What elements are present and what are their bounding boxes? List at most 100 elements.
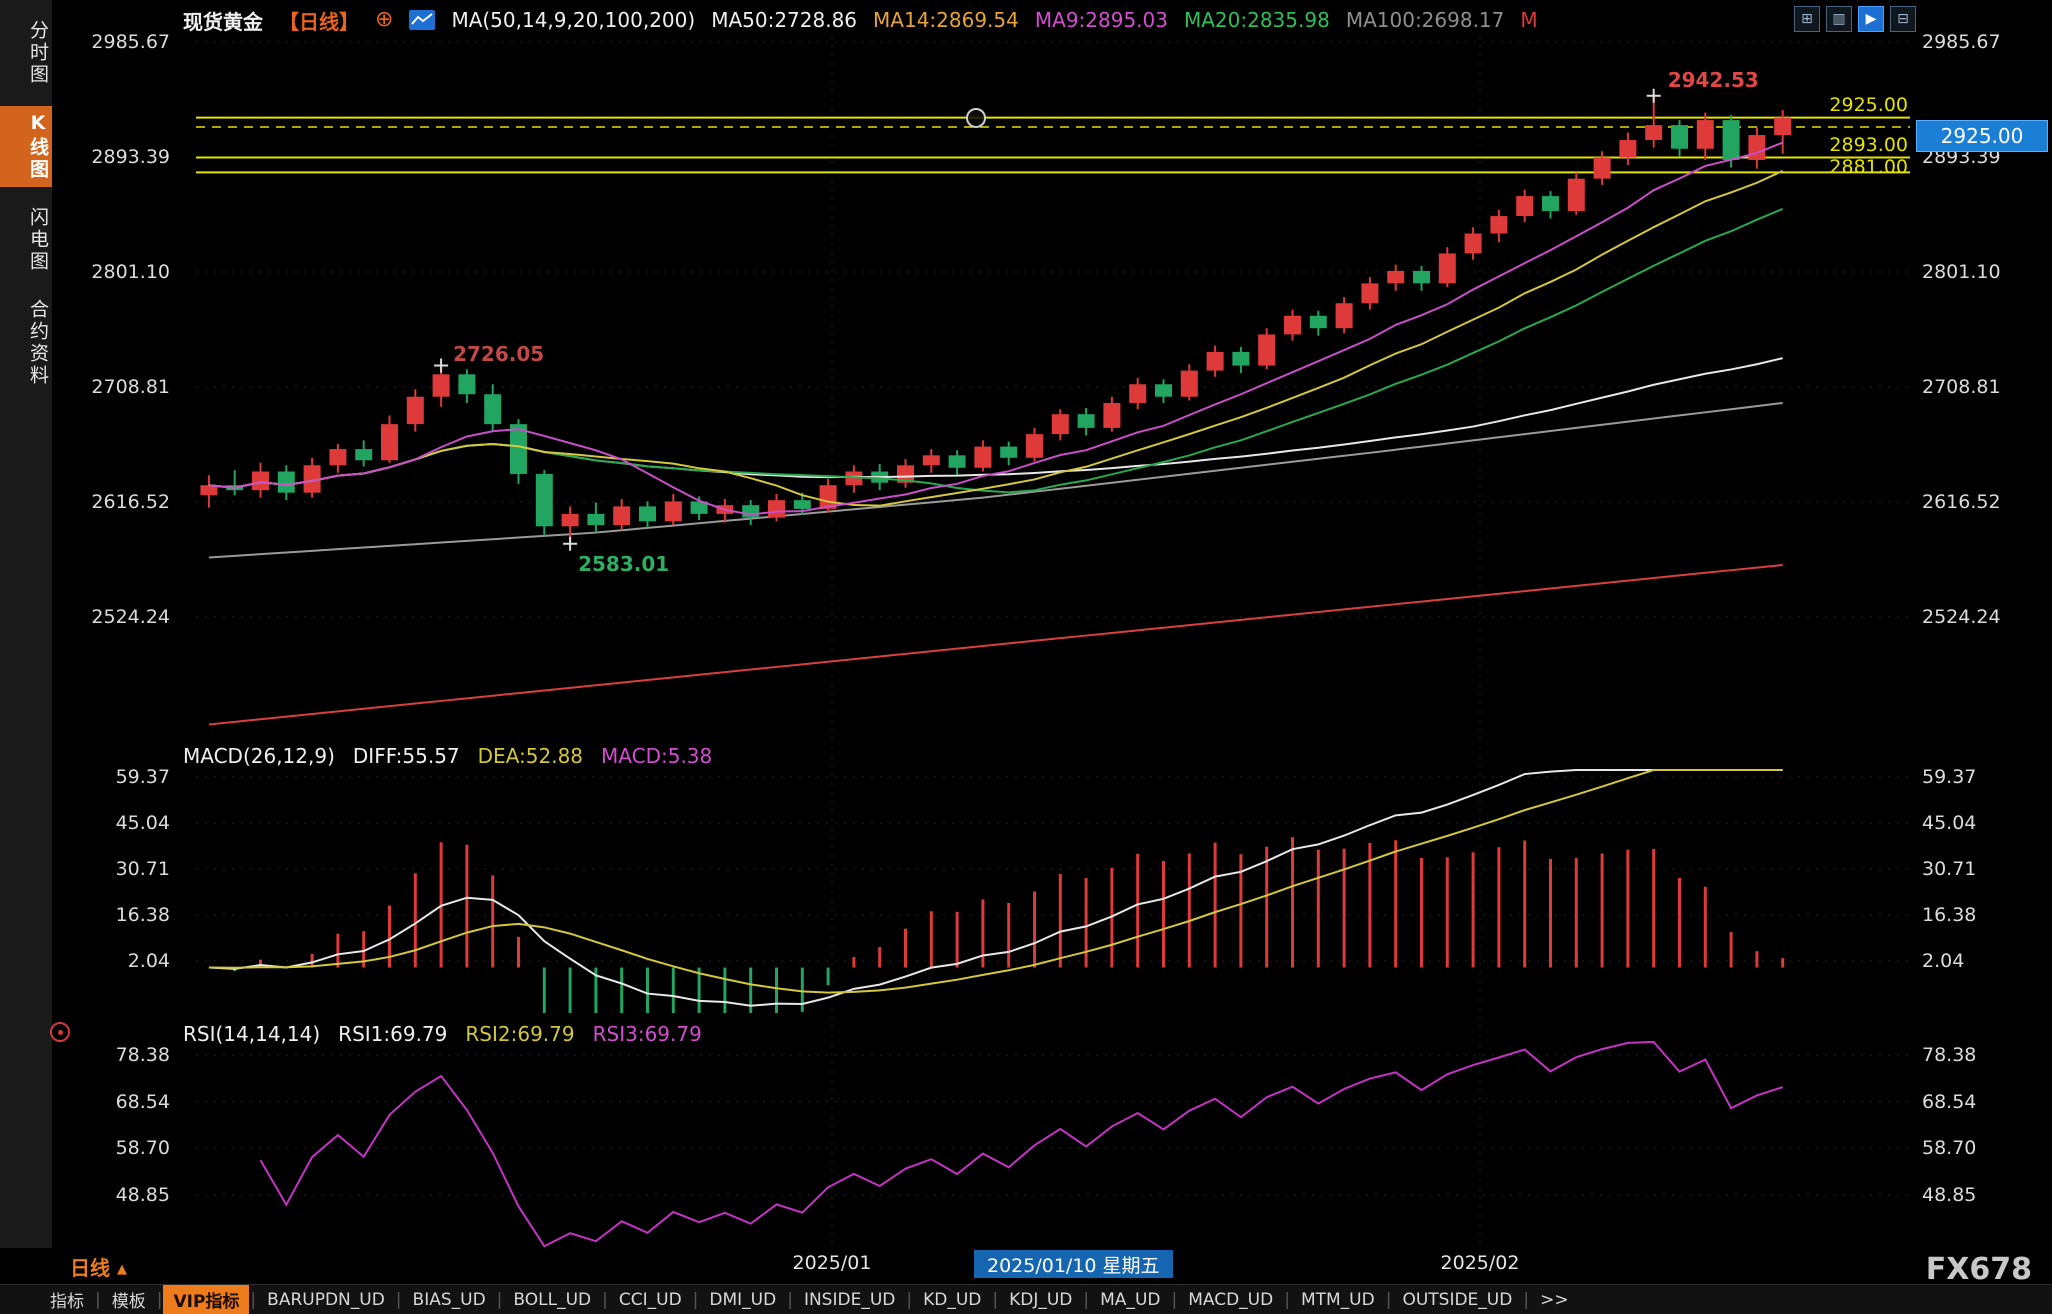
sidebar-item-contract-info[interactable]: 合约资料 bbox=[27, 299, 49, 387]
macd-tick: 30.71 bbox=[115, 858, 170, 880]
footer-tab-15[interactable]: >> bbox=[1540, 1289, 1569, 1310]
footer-tab-10[interactable]: KDJ_UD bbox=[1009, 1289, 1073, 1310]
macd-tick: 45.04 bbox=[1922, 812, 1977, 834]
tab-separator: | bbox=[992, 1289, 999, 1310]
rsi3-value: RSI3:69.79 bbox=[592, 1022, 702, 1046]
symbol-name: 现货黄金 bbox=[183, 9, 263, 34]
footer-tab-7[interactable]: DMI_UD bbox=[709, 1289, 777, 1310]
period-label: 日线 bbox=[70, 1256, 110, 1280]
caret-up-icon: ▲ bbox=[116, 1262, 127, 1277]
price-tick: 2708.81 bbox=[1922, 376, 2001, 398]
tab-separator: | bbox=[787, 1289, 793, 1310]
macd-tick: 2.04 bbox=[127, 950, 170, 972]
rsi-tick: 48.85 bbox=[1922, 1184, 1977, 1206]
price-tick: 2616.52 bbox=[1922, 491, 2001, 513]
tab-separator: | bbox=[906, 1289, 913, 1310]
rsi-tick: 58.70 bbox=[1922, 1137, 1977, 1159]
peak-annotation: 2726.05 bbox=[453, 341, 545, 366]
indicator-toolbar: 指标 | 模板 | VIP指标 | BARUPDN_UD | BIAS_UD | BOLL_UD | C… bbox=[0, 1284, 2052, 1314]
tab-separator: | bbox=[156, 1289, 163, 1310]
add-indicator-icon[interactable]: ⊕ bbox=[375, 7, 394, 32]
period-selector[interactable]: 日线 ▲ bbox=[70, 1252, 127, 1281]
tab-separator: | bbox=[1083, 1289, 1090, 1310]
mini-chart-icon[interactable] bbox=[409, 10, 436, 30]
tab-separator: | bbox=[1171, 1289, 1178, 1310]
rsi-title: RSI(14,14,14) bbox=[183, 1022, 321, 1046]
footer-tab-12[interactable]: MACD_UD bbox=[1188, 1289, 1274, 1310]
footer-tab-6[interactable]: CCI_UD bbox=[618, 1289, 682, 1310]
watermark: FX678 bbox=[1925, 1252, 2032, 1287]
level-label-2925: 2925.00 bbox=[1829, 94, 1908, 116]
price-tick: 2893.39 bbox=[91, 146, 170, 168]
macd-tick: 59.37 bbox=[1922, 766, 1977, 788]
sidebar-item-timeshare-chart[interactable]: 分时图 bbox=[27, 20, 49, 86]
rsi-tick: 78.38 bbox=[1922, 1044, 1977, 1066]
footer-tab-5[interactable]: BOLL_UD bbox=[513, 1289, 592, 1310]
macd-title: MACD(26,12,9) bbox=[183, 744, 335, 768]
footer-tab-3[interactable]: BARUPDN_UD bbox=[267, 1289, 385, 1310]
price-tick: 2524.24 bbox=[91, 606, 170, 628]
tab-separator: | bbox=[1284, 1289, 1290, 1310]
period-tag: 【日线】 bbox=[279, 9, 359, 34]
ma14-value: MA14:2869.54 bbox=[873, 8, 1019, 32]
macd-value: MACD:5.38 bbox=[601, 744, 713, 768]
footer-tab-8[interactable]: INSIDE_UD bbox=[803, 1289, 896, 1310]
rsi-tick: 58.70 bbox=[115, 1137, 170, 1159]
tab-separator: | bbox=[95, 1289, 101, 1310]
footer-tab-13[interactable]: MTM_UD bbox=[1300, 1289, 1375, 1310]
sidebar-item-lightning-chart[interactable]: 闪电图 bbox=[27, 207, 49, 273]
ma20-value: MA20:2835.98 bbox=[1183, 8, 1330, 32]
footer-tab-2[interactable]: VIP指标 bbox=[163, 1285, 250, 1314]
rsi2-value: RSI2:69.79 bbox=[465, 1022, 575, 1046]
add-chart-icon[interactable]: ⊟ bbox=[1890, 6, 1916, 32]
rsi-tick: 78.38 bbox=[115, 1044, 170, 1066]
tab-separator: | bbox=[395, 1289, 402, 1310]
macd-tick: 16.38 bbox=[1922, 904, 1977, 926]
price-tick: 2616.52 bbox=[91, 491, 170, 513]
tab-separator: | bbox=[496, 1289, 503, 1310]
rsi-header: RSI(14,14,14) RSI1:69.79 RSI2:69.79 RSI3… bbox=[183, 1022, 702, 1046]
column-layout-icon[interactable]: ▥ bbox=[1826, 6, 1852, 32]
month-label-jan: 2025/01 bbox=[792, 1252, 872, 1274]
price-tick: 2708.81 bbox=[91, 376, 170, 398]
footer-tab-1[interactable]: 模板 bbox=[111, 1292, 146, 1312]
footer-tab-11[interactable]: MA_UD bbox=[1100, 1289, 1161, 1310]
footer-tab-4[interactable]: BIAS_UD bbox=[412, 1289, 486, 1310]
price-tick: 2985.67 bbox=[1922, 31, 2001, 53]
macd-tick: 59.37 bbox=[115, 766, 170, 788]
month-label-feb: 2025/02 bbox=[1440, 1252, 1520, 1274]
crosshair-date-badge: 2025/01/10 星期五 bbox=[974, 1250, 1173, 1278]
macd-tick: 2.04 bbox=[1922, 950, 1965, 972]
play-chart-icon[interactable]: ▶ bbox=[1858, 6, 1884, 32]
footer-tab-0[interactable]: 指标 bbox=[50, 1292, 84, 1312]
rsi1-value: RSI1:69.79 bbox=[338, 1022, 448, 1046]
level-label-2881: 2881.00 bbox=[1829, 156, 1908, 178]
locate-target-icon[interactable] bbox=[50, 1022, 70, 1042]
rsi-tick: 68.54 bbox=[1922, 1091, 1977, 1113]
macd-tick: 16.38 bbox=[115, 904, 170, 926]
price-tick: 2801.10 bbox=[1922, 261, 2001, 283]
ma200-value: M bbox=[1520, 8, 1538, 32]
low-annotation: 2583.01 bbox=[578, 551, 670, 576]
ma9-value: MA9:2895.03 bbox=[1034, 8, 1168, 32]
ma50-value: MA50:2728.86 bbox=[711, 8, 858, 32]
price-tick: 2801.10 bbox=[91, 261, 170, 283]
ma-settings-label: MA(50,14,9,20,100,200) bbox=[451, 8, 696, 32]
macd-header: MACD(26,12,9) DIFF:55.57 DEA:52.88 MACD:… bbox=[183, 744, 712, 768]
macd-diff-value: DIFF:55.57 bbox=[352, 744, 460, 768]
rsi-tick: 68.54 bbox=[115, 1091, 170, 1113]
price-tick: 2985.67 bbox=[91, 31, 170, 53]
footer-tab-9[interactable]: KD_UD bbox=[923, 1289, 982, 1310]
chart-header: 现货黄金 【日线】 ⊕ MA(50,14,9,20,100,200) MA50:… bbox=[183, 6, 1538, 34]
high-annotation: 2942.53 bbox=[1667, 67, 1759, 92]
tab-separator: | bbox=[692, 1289, 699, 1310]
price-tick: 2524.24 bbox=[1922, 606, 2001, 628]
grid-layout-icon[interactable]: ⊞ bbox=[1794, 6, 1820, 32]
layout-toolbar: ⊞ ▥ ▶ ⊟ bbox=[1794, 6, 1916, 32]
footer-tab-14[interactable]: OUTSIDE_UD bbox=[1402, 1289, 1513, 1310]
sidebar: 分时图 K线图 闪电图 合约资料 bbox=[0, 0, 52, 1248]
tab-separator: | bbox=[250, 1289, 257, 1310]
sidebar-item-kline-chart[interactable]: K线图 bbox=[0, 106, 52, 187]
